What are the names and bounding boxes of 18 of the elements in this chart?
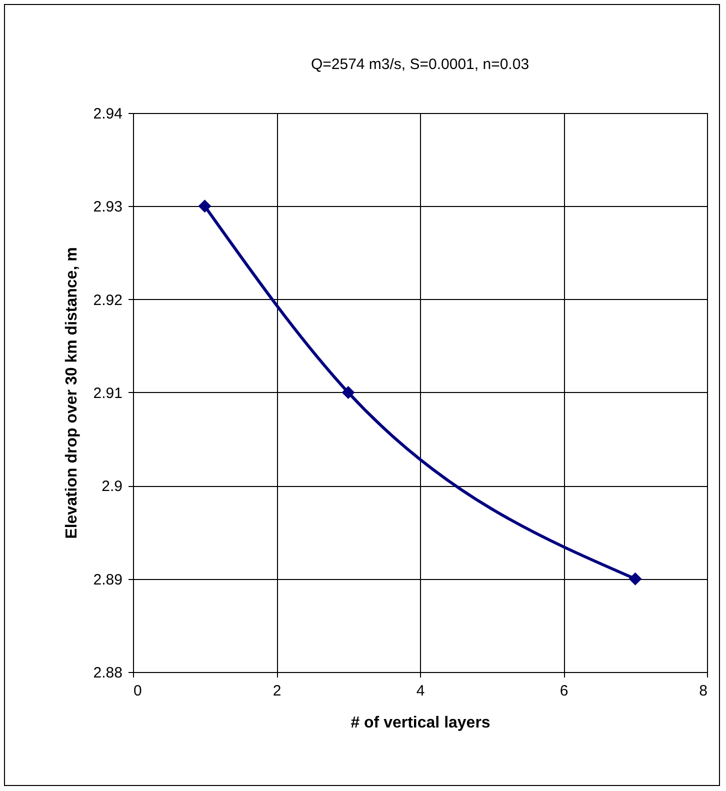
point: [342, 386, 355, 400]
x-tick-label: 4: [416, 682, 425, 700]
x-tick-label: 2: [272, 682, 282, 700]
y-tick-label: 2.93: [93, 198, 122, 216]
x-axis-title: # of vertical layers: [350, 714, 490, 732]
y-tick-label: 2.9: [102, 478, 122, 496]
chart-title: Q=2574 m3/s, S=0.0001, n=0.03: [310, 56, 530, 73]
x-tick-label: 8: [699, 682, 708, 700]
y-tick-label: 2.94: [93, 106, 122, 122]
x-tick-label: 0: [134, 682, 142, 700]
y-tick-label: 2.89: [93, 571, 122, 588]
y-axis-title: Elevation drop over 30 km distance, m: [63, 247, 80, 539]
y-tick-label: 2.92: [93, 292, 122, 309]
x-tick-label: 6: [560, 682, 568, 700]
point: [198, 200, 212, 213]
y-tick-label: 2.88: [93, 664, 122, 682]
point: [628, 572, 642, 586]
y-tick-label: 2.91: [93, 385, 122, 402]
